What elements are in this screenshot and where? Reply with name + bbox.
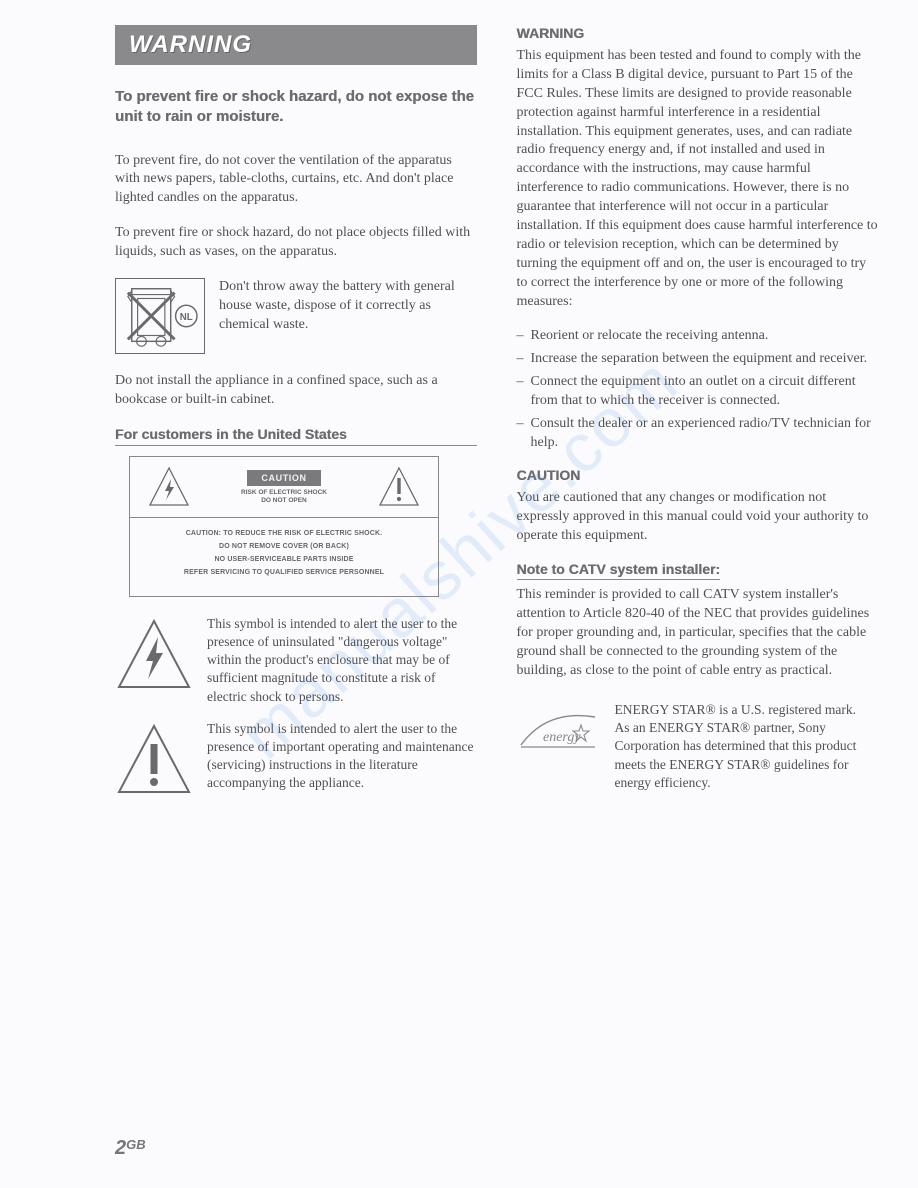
battery-disposal-icon: NL xyxy=(115,278,205,354)
exclamation-symbol-row: This symbol is intended to alert the use… xyxy=(115,720,477,798)
exclamation-symbol-text: This symbol is intended to alert the use… xyxy=(207,720,477,793)
caution-line-3: NO USER-SERVICEABLE PARTS INSIDE xyxy=(144,556,424,563)
caution-center-block: CAUTION RISK OF ELECTRIC SHOCK DO NOT OP… xyxy=(241,468,327,505)
battery-disposal-text: Don't throw away the battery with genera… xyxy=(219,278,477,335)
lightning-triangle-large-icon xyxy=(115,615,193,693)
energy-star-text: ENERGY STAR® is a U.S. registered mark. … xyxy=(615,701,879,792)
caution-heading: CAUTION xyxy=(517,467,879,483)
us-customers-heading: For customers in the United States xyxy=(115,426,477,446)
caution-modification-text: You are cautioned that any changes or mo… xyxy=(517,489,879,546)
paragraph-ventilation: To prevent fire, do not cover the ventil… xyxy=(115,152,477,209)
warning-banner: WARNING xyxy=(115,25,477,65)
interference-measures-list: Reorient or relocate the receiving anten… xyxy=(517,327,879,452)
right-column: WARNING This equipment has been tested a… xyxy=(517,25,879,812)
fcc-warning-text: This equipment has been tested and found… xyxy=(517,47,879,311)
paragraph-liquids: To prevent fire or shock hazard, do not … xyxy=(115,224,477,262)
caution-label-bottom: CAUTION: TO REDUCE THE RISK OF ELECTRIC … xyxy=(130,518,438,596)
lightning-triangle-icon xyxy=(148,465,190,509)
fcc-warning-heading: WARNING xyxy=(517,25,879,41)
lightning-symbol-row: This symbol is intended to alert the use… xyxy=(115,615,477,706)
caution-label-top-row: CAUTION RISK OF ELECTRIC SHOCK DO NOT OP… xyxy=(130,457,438,518)
caution-risk-line: RISK OF ELECTRIC SHOCK xyxy=(241,489,327,497)
caution-line-1: CAUTION: TO REDUCE THE RISK OF ELECTRIC … xyxy=(144,530,424,537)
measure-1: Reorient or relocate the receiving anten… xyxy=(517,327,879,346)
exclamation-triangle-icon xyxy=(378,465,420,509)
catv-text: This reminder is provided to call CATV s… xyxy=(517,586,879,680)
measure-3: Connect the equipment into an outlet on … xyxy=(517,373,879,411)
svg-text:NL: NL xyxy=(180,312,193,323)
svg-text:energy: energy xyxy=(543,730,581,745)
caution-badge: CAUTION xyxy=(247,470,320,486)
energy-star-line-2: As an ENERGY STAR® partner, Sony Corpora… xyxy=(615,720,857,790)
exclamation-triangle-large-icon xyxy=(115,720,193,798)
energy-star-line-1: ENERGY STAR® is a U.S. registered mark. xyxy=(615,702,857,717)
measure-4: Consult the dealer or an experienced rad… xyxy=(517,415,879,453)
caution-line-2: DO NOT REMOVE COVER (OR BACK) xyxy=(144,543,424,550)
battery-disposal-block: NL Don't throw away the battery with gen… xyxy=(115,278,477,354)
page-number-suffix: GB xyxy=(126,1137,146,1152)
page-number-digit: 2 xyxy=(115,1137,126,1159)
paragraph-confined-space: Do not install the appliance in a confin… xyxy=(115,372,477,410)
page-number: 2GB xyxy=(115,1137,146,1160)
left-column: WARNING To prevent fire or shock hazard,… xyxy=(115,25,477,812)
caution-donotopen-line: DO NOT OPEN xyxy=(241,497,327,505)
catv-heading: Note to CATV system installer: xyxy=(517,561,721,580)
measure-2: Increase the separation between the equi… xyxy=(517,350,879,369)
lead-warning-text: To prevent fire or shock hazard, do not … xyxy=(115,87,477,128)
caution-line-4: REFER SERVICING TO QUALIFIED SERVICE PER… xyxy=(144,569,424,576)
lightning-symbol-text: This symbol is intended to alert the use… xyxy=(207,615,477,706)
two-column-layout: WARNING To prevent fire or shock hazard,… xyxy=(115,25,878,812)
energy-star-logo-icon: energy xyxy=(517,701,599,755)
caution-label-box: CAUTION RISK OF ELECTRIC SHOCK DO NOT OP… xyxy=(129,456,439,597)
energy-star-block: energy ENERGY STAR® is a U.S. registered… xyxy=(517,701,879,792)
